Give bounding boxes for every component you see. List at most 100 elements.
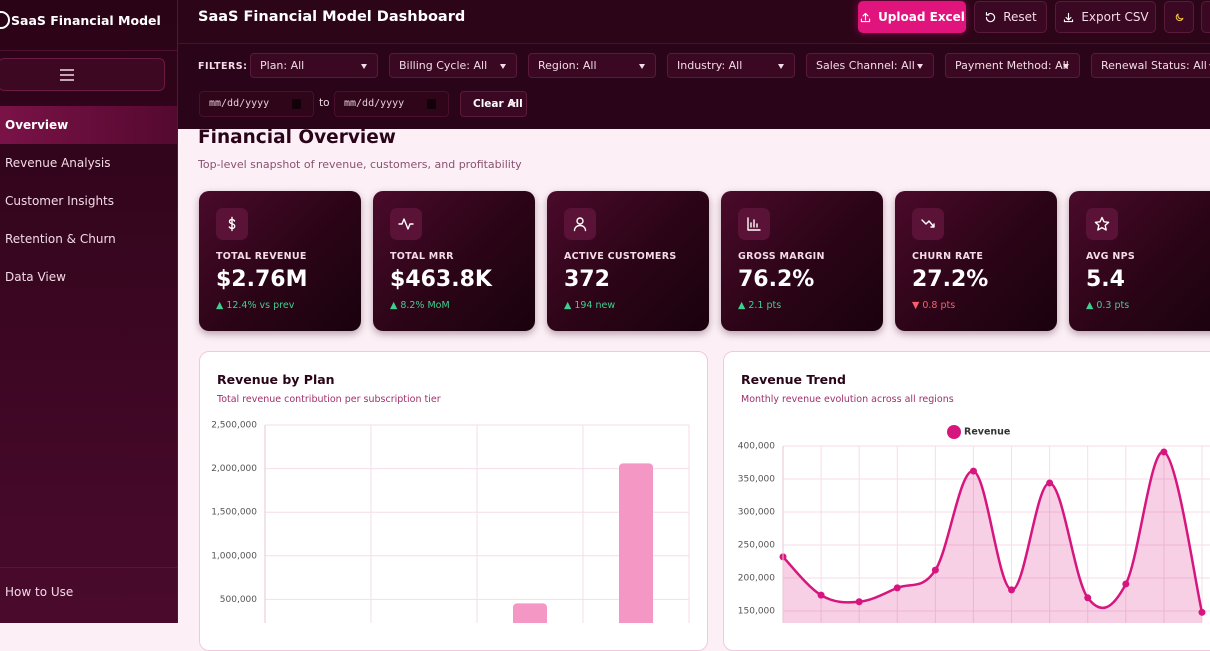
- kpi-value: $2.76M: [216, 267, 308, 292]
- point: [1008, 586, 1016, 594]
- date-input[interactable]: mm/dd/yyyy: [334, 91, 449, 117]
- kpi-delta: ▲ 0.3 pts: [1086, 300, 1130, 311]
- point: [893, 584, 901, 592]
- kpi-label: ACTIVE CUSTOMERS: [564, 251, 677, 262]
- nav-item[interactable]: Overview: [0, 106, 177, 144]
- hamburger-icon: [60, 69, 74, 81]
- kpi-icon-box: [1086, 208, 1118, 240]
- y-tick-label: 200,000: [738, 574, 775, 584]
- kpi-card[interactable]: CHURN RATE 27.2% ▼ 0.8 pts: [895, 191, 1057, 331]
- kpi-icon-box: [564, 208, 596, 240]
- button-label: Upload Excel: [878, 10, 965, 24]
- help-link[interactable]: How to Use: [5, 585, 74, 599]
- filter-select[interactable]: Sales Channel: All: [806, 53, 934, 78]
- filter-select[interactable]: Plan: All: [250, 53, 378, 78]
- kpi-icon: [747, 217, 761, 231]
- nav-item[interactable]: Revenue Analysis: [5, 156, 111, 170]
- kpi-card[interactable]: ACTIVE CUSTOMERS 372 ▲ 194 new: [547, 191, 709, 331]
- legend-swatch: [947, 425, 961, 439]
- moon-icon: [1175, 13, 1183, 21]
- point: [931, 566, 939, 574]
- button-icon: [986, 11, 996, 22]
- section-subtitle: Top-level snapshot of revenue, customers…: [198, 158, 522, 171]
- kpi-card[interactable]: GROSS MARGIN 76.2% ▲ 2.1 pts: [721, 191, 883, 331]
- bar: [619, 463, 653, 623]
- y-tick-label: 150,000: [738, 607, 775, 617]
- y-tick-label: 500,000: [220, 595, 257, 605]
- kpi-value: 27.2%: [912, 267, 989, 292]
- nav-item[interactable]: Customer Insights: [5, 194, 115, 208]
- point: [855, 598, 863, 606]
- header-button[interactable]: Reset: [974, 1, 1047, 33]
- chart-title: Revenue by Plan: [217, 372, 335, 387]
- date-separator: to: [319, 97, 330, 109]
- charts-layer: 500,000 1,000,000 1,500,000 2,000,000 2,500,…: [211, 421, 1210, 623]
- point: [969, 467, 977, 475]
- menu-toggle[interactable]: [0, 58, 165, 91]
- point: [817, 591, 825, 599]
- filter-select[interactable]: Billing Cycle: All: [389, 53, 517, 78]
- point: [1046, 479, 1054, 487]
- kpi-icon-box: [912, 208, 944, 240]
- divider: [0, 567, 177, 568]
- kpi-icon: [1094, 216, 1110, 231]
- kpi-label: AVG NPS: [1086, 251, 1136, 262]
- kpi-label: CHURN RATE: [912, 251, 984, 262]
- page-header: SaaS Financial Model Dashboard: [198, 9, 466, 25]
- kpi-value: 372: [564, 267, 610, 292]
- y-tick-label: 400,000: [738, 442, 775, 452]
- kpi-card[interactable]: AVG NPS 5.4 ▲ 0.3 pts: [1069, 191, 1210, 331]
- filter-select[interactable]: Region: All: [528, 53, 656, 78]
- y-tick-label: 1,500,000: [211, 508, 257, 518]
- filters-label: FILTERS:: [198, 61, 248, 72]
- kpi-delta: ▲ 12.4% vs prev: [216, 300, 295, 311]
- kpi-icon-box: [390, 208, 422, 240]
- kpi-delta: ▲ 8.2% MoM: [390, 300, 450, 311]
- kpi-label: TOTAL REVENUE: [216, 251, 307, 262]
- point: [1160, 448, 1168, 456]
- filter-select[interactable]: Payment Method: All: [945, 53, 1080, 78]
- kpi-icon: [573, 217, 587, 232]
- filter-select[interactable]: Industry: All: [667, 53, 795, 78]
- theme-toggle[interactable]: [1164, 1, 1194, 33]
- kpi-delta: ▼ 0.8 pts: [912, 300, 956, 311]
- kpi-label: TOTAL MRR: [390, 251, 454, 262]
- point: [1122, 580, 1130, 588]
- button-label: Reset: [1003, 10, 1037, 24]
- kpi-delta: ▲ 194 new: [564, 300, 616, 311]
- kpi-card[interactable]: TOTAL MRR $463.8K ▲ 8.2% MoM: [373, 191, 535, 331]
- settings-button[interactable]: [1201, 1, 1210, 33]
- button-icon: [860, 12, 871, 22]
- date-input[interactable]: mm/dd/yyyy: [199, 91, 314, 117]
- filter-select[interactable]: Renewal Status: All: [1091, 53, 1210, 78]
- kpi-card[interactable]: TOTAL REVENUE $2.76M ▲ 12.4% vs prev: [199, 191, 361, 331]
- nav-item[interactable]: Data View: [5, 270, 66, 284]
- kpi-delta: ▲ 2.1 pts: [738, 300, 782, 311]
- chart-card: Revenue Trend Monthly revenue evolution …: [723, 351, 1210, 651]
- chart-title: Revenue Trend: [741, 372, 846, 387]
- kpi-label: GROSS MARGIN: [738, 251, 825, 262]
- clear-button[interactable]: Clear All: [460, 91, 527, 117]
- divider: [0, 50, 177, 51]
- button-icon: [1064, 12, 1074, 22]
- kpi-value: $463.8K: [390, 267, 492, 292]
- area: [783, 451, 1202, 623]
- kpi-icon: [921, 219, 935, 228]
- kpi-icon-box: [738, 208, 770, 240]
- nav-item[interactable]: Retention & Churn: [5, 232, 116, 246]
- bar: [513, 603, 547, 623]
- y-tick-label: 350,000: [738, 475, 775, 485]
- y-tick-label: 300,000: [738, 508, 775, 518]
- header-button[interactable]: Upload Excel: [858, 1, 966, 33]
- section-title: Financial Overview: [198, 127, 396, 148]
- header-button[interactable]: Export CSV: [1055, 1, 1156, 33]
- button-label: Export CSV: [1081, 10, 1149, 24]
- sidebar: SaaS Financial Model How to Use Overview…: [0, 0, 178, 623]
- y-tick-label: 250,000: [738, 541, 775, 551]
- kpi-value: 76.2%: [738, 267, 815, 292]
- y-tick-label: 2,500,000: [211, 421, 257, 431]
- logo: [0, 11, 10, 29]
- chart-subtitle: Total revenue contribution per subscript…: [217, 394, 441, 405]
- point: [1198, 608, 1206, 616]
